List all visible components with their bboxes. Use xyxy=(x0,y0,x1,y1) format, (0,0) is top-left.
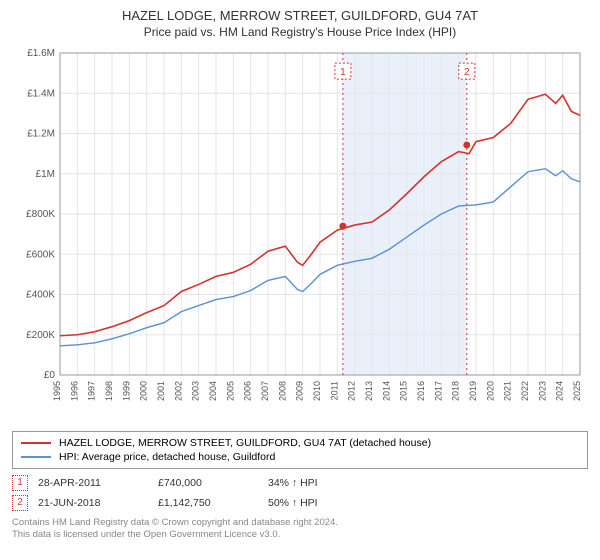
svg-text:2013: 2013 xyxy=(364,381,374,401)
svg-text:2012: 2012 xyxy=(347,381,357,401)
svg-text:2011: 2011 xyxy=(329,381,339,400)
svg-text:£1.2M: £1.2M xyxy=(27,128,55,139)
svg-text:2005: 2005 xyxy=(225,381,235,401)
sale-date: 28-APR-2011 xyxy=(38,477,148,489)
svg-text:2000: 2000 xyxy=(139,381,149,401)
legend-swatch xyxy=(21,442,51,444)
svg-text:1997: 1997 xyxy=(87,381,97,401)
legend-item: HAZEL LODGE, MERROW STREET, GUILDFORD, G… xyxy=(21,436,579,450)
sales-list: 1 28-APR-2011 £740,000 34% ↑ HPI 2 21-JUN-201… xyxy=(12,473,588,513)
sale-row: 1 28-APR-2011 £740,000 34% ↑ HPI xyxy=(12,473,588,493)
legend-label: HAZEL LODGE, MERROW STREET, GUILDFORD, G… xyxy=(59,437,431,449)
svg-text:1: 1 xyxy=(340,67,346,78)
footer-line-1: Contains HM Land Registry data © Crown c… xyxy=(12,517,588,529)
svg-text:£1.4M: £1.4M xyxy=(27,88,55,99)
sale-hpi: 50% ↑ HPI xyxy=(268,497,318,509)
chart-title-1: HAZEL LODGE, MERROW STREET, GUILDFORD, G… xyxy=(12,8,588,25)
svg-text:2010: 2010 xyxy=(312,381,322,401)
footer-attribution: Contains HM Land Registry data © Crown c… xyxy=(12,517,588,542)
sale-marker-icon: 1 xyxy=(12,475,28,491)
svg-text:2018: 2018 xyxy=(451,381,461,401)
svg-text:2019: 2019 xyxy=(468,381,478,401)
svg-text:2014: 2014 xyxy=(381,381,391,401)
sale-price: £740,000 xyxy=(158,477,258,489)
svg-text:2024: 2024 xyxy=(555,381,565,401)
svg-text:2020: 2020 xyxy=(485,381,495,401)
sale-marker-icon: 2 xyxy=(12,495,28,511)
svg-text:2017: 2017 xyxy=(433,381,443,401)
svg-text:£800K: £800K xyxy=(26,209,55,220)
sale-hpi: 34% ↑ HPI xyxy=(268,477,318,489)
legend-swatch xyxy=(21,456,51,458)
svg-text:2021: 2021 xyxy=(503,381,513,401)
svg-text:1996: 1996 xyxy=(69,381,79,401)
svg-text:2009: 2009 xyxy=(295,381,305,401)
footer-line-2: This data is licensed under the Open Gov… xyxy=(12,529,588,541)
svg-text:£1M: £1M xyxy=(36,169,55,180)
svg-text:1999: 1999 xyxy=(121,381,131,401)
legend-item: HPI: Average price, detached house, Guil… xyxy=(21,450,579,464)
svg-text:2025: 2025 xyxy=(572,381,582,401)
svg-text:2001: 2001 xyxy=(156,381,166,401)
svg-text:£600K: £600K xyxy=(26,249,55,260)
svg-text:2: 2 xyxy=(464,67,470,78)
svg-text:2007: 2007 xyxy=(260,381,270,401)
svg-text:2015: 2015 xyxy=(399,381,409,401)
svg-text:£400K: £400K xyxy=(26,289,55,300)
price-chart: £0 £200K £400K £600K £800K £1M £1.2M £1.4M £1.6M… xyxy=(12,45,588,425)
svg-text:£1.6M: £1.6M xyxy=(27,48,55,59)
sale-row: 2 21-JUN-2018 £1,142,750 50% ↑ HPI xyxy=(12,493,588,513)
svg-text:2006: 2006 xyxy=(243,381,253,401)
svg-text:2022: 2022 xyxy=(520,381,530,401)
svg-text:2008: 2008 xyxy=(277,381,287,401)
svg-text:2016: 2016 xyxy=(416,381,426,401)
legend: HAZEL LODGE, MERROW STREET, GUILDFORD, G… xyxy=(12,431,588,469)
sale-price: £1,142,750 xyxy=(158,497,258,509)
sale-date: 21-JUN-2018 xyxy=(38,497,148,509)
svg-text:1995: 1995 xyxy=(52,381,62,401)
svg-text:2023: 2023 xyxy=(537,381,547,401)
svg-text:2004: 2004 xyxy=(208,381,218,401)
svg-text:2003: 2003 xyxy=(191,381,201,401)
svg-text:£200K: £200K xyxy=(26,330,55,341)
svg-text:1998: 1998 xyxy=(104,381,114,401)
svg-text:2002: 2002 xyxy=(173,381,183,401)
chart-title-2: Price paid vs. HM Land Registry's House … xyxy=(12,25,588,39)
legend-label: HPI: Average price, detached house, Guil… xyxy=(59,451,275,463)
svg-text:£0: £0 xyxy=(44,370,56,381)
